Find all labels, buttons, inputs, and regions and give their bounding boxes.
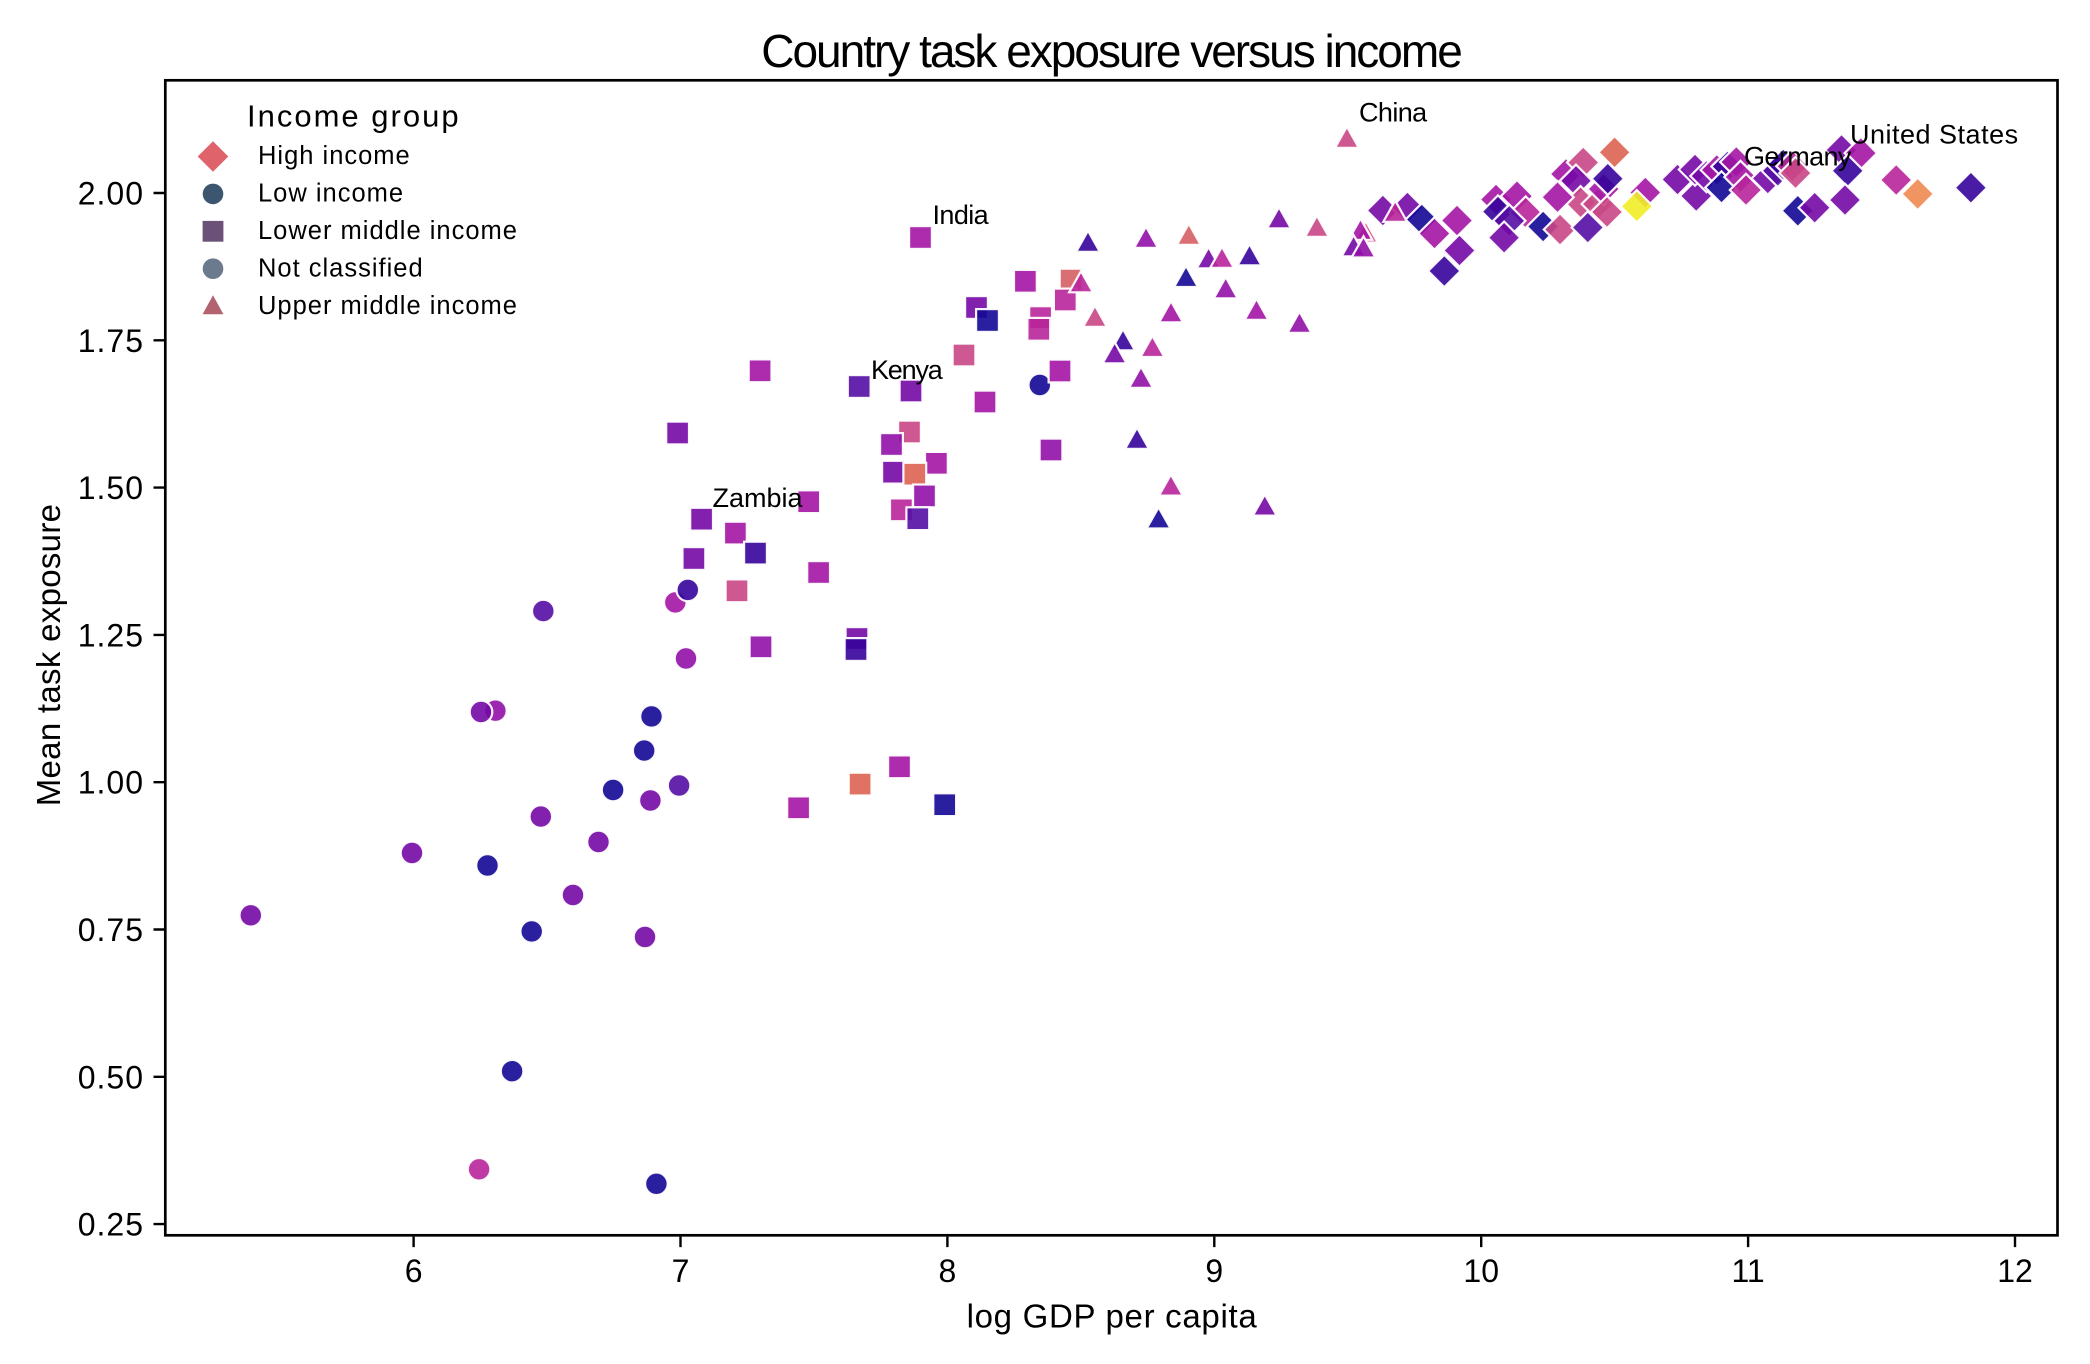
svg-text:Lower middle income: Lower middle income bbox=[258, 217, 518, 245]
svg-text:0.75: 0.75 bbox=[78, 912, 144, 948]
svg-text:India: India bbox=[933, 200, 990, 230]
svg-text:China: China bbox=[1359, 98, 1428, 128]
svg-text:9: 9 bbox=[1205, 1253, 1223, 1289]
svg-text:Income group: Income group bbox=[247, 99, 461, 134]
svg-text:6: 6 bbox=[405, 1253, 423, 1289]
svg-text:Mean task exposure: Mean task exposure bbox=[30, 504, 67, 807]
svg-text:11: 11 bbox=[1731, 1253, 1764, 1289]
svg-text:Not classified: Not classified bbox=[258, 254, 424, 282]
svg-text:7: 7 bbox=[672, 1253, 690, 1289]
svg-text:0.50: 0.50 bbox=[78, 1059, 144, 1095]
svg-text:Kenya: Kenya bbox=[871, 355, 944, 385]
svg-text:0.25: 0.25 bbox=[78, 1207, 144, 1243]
svg-text:Country task exposure versus i: Country task exposure versus income bbox=[761, 25, 1461, 77]
svg-text:12: 12 bbox=[1997, 1253, 2033, 1289]
svg-text:1.50: 1.50 bbox=[78, 470, 144, 506]
svg-text:1.00: 1.00 bbox=[78, 765, 144, 801]
svg-text:Upper middle income: Upper middle income bbox=[258, 292, 518, 320]
svg-text:Low income: Low income bbox=[258, 180, 404, 208]
svg-text:2.00: 2.00 bbox=[78, 176, 144, 212]
svg-text:1.25: 1.25 bbox=[78, 617, 144, 653]
svg-text:Germany: Germany bbox=[1744, 142, 1852, 172]
svg-text:10: 10 bbox=[1463, 1253, 1499, 1289]
svg-text:Zambia: Zambia bbox=[713, 483, 804, 513]
svg-text:High income: High income bbox=[258, 142, 411, 170]
svg-text:United States: United States bbox=[1850, 120, 2019, 150]
svg-text:log GDP per capita: log GDP per capita bbox=[967, 1298, 1258, 1335]
svg-text:8: 8 bbox=[939, 1253, 957, 1289]
svg-text:1.75: 1.75 bbox=[78, 323, 144, 359]
